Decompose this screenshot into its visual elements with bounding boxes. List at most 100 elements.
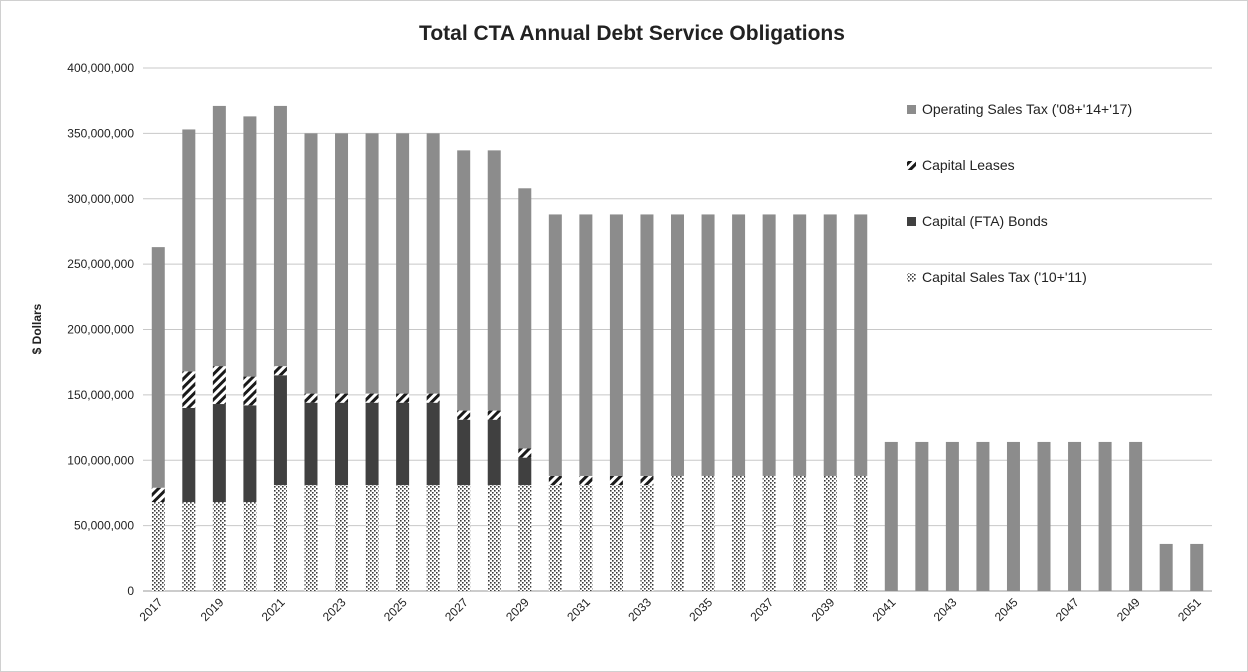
bar-segment [579,485,593,591]
bar-segment [1006,441,1020,591]
x-tick-label: 2027 [442,595,471,624]
bar-segment [487,419,501,486]
x-tick-label: 2019 [198,595,227,624]
x-tick-label: 2025 [381,595,410,624]
y-tick-label: 250,000,000 [67,257,134,271]
bar-segment [609,475,623,486]
bar-segment [304,133,318,394]
bar-segment [915,441,929,591]
bar-segment [701,475,715,591]
legend-label: Capital Sales Tax ('10+'11) [922,269,1087,285]
bar-segment [884,441,898,591]
bar-segment [609,214,623,476]
bar-segment [762,475,776,591]
bar-segment [365,485,379,591]
bar-segment [212,105,226,367]
bar-segment [243,502,257,591]
bar-segment [762,214,776,476]
y-tick-label: 350,000,000 [67,126,134,140]
x-tick-label: 2029 [503,595,532,624]
bar-segment [609,485,623,591]
x-tick-label: 2031 [564,595,593,624]
bar-segment [671,214,684,476]
y-tick-label: 300,000,000 [67,192,134,206]
bar-segment [854,475,868,591]
legend-swatch [907,105,916,114]
x-tick-label: 2041 [870,595,899,624]
bar-segment [212,502,226,591]
bar-segment [426,133,440,394]
bar-segment [365,393,379,403]
bar-segment [1159,543,1173,591]
bar-segment [426,485,440,591]
legend: Operating Sales Tax ('08+'14+'17) Capital… [907,101,1132,285]
bar-segment [396,485,410,591]
bar-segment [701,214,715,476]
x-tick-label: 2021 [259,595,288,624]
legend-label: Capital (FTA) Bonds [922,213,1048,229]
bar-segment [732,475,746,591]
bar-segment [487,485,501,591]
bar-segment [243,405,257,503]
bar-segment [518,485,532,591]
x-tick-label: 2045 [992,595,1021,624]
bar-segment [487,150,501,411]
legend-swatch [907,217,916,226]
x-tick-label: 2033 [625,595,654,624]
bar-segment [365,402,379,486]
x-tick-label: 2051 [1175,595,1204,624]
chart-title: Total CTA Annual Debt Service Obligation… [419,22,845,45]
bar-segment [396,402,410,486]
bar-segment [426,393,440,403]
bar-segment [548,214,562,476]
bar-segment [335,133,349,394]
bar-segment [304,402,318,486]
bar-segment [487,410,501,420]
bar-segment [396,393,410,403]
bar-segment [640,485,654,591]
legend-swatch [907,273,916,282]
x-tick-label: 2023 [320,595,349,624]
bar-segment [212,366,226,405]
bar-segment [854,214,868,476]
bar-segment [151,502,165,591]
bar-segment [732,214,746,476]
bar-segment [671,475,684,591]
bar-segment [335,402,349,486]
bar-segment [243,376,257,406]
y-tick-label: 400,000,000 [67,61,134,75]
bar-segment [548,475,562,486]
bar-segment [365,133,379,394]
bar-segment [273,485,287,591]
x-tick-label: 2017 [137,595,166,624]
x-tick-label: 2039 [809,595,838,624]
bar-segment [304,485,318,591]
bar-segment [182,407,196,503]
bar-segment [182,129,196,372]
y-tick-label: 150,000,000 [67,388,134,402]
bar-segment [151,247,165,488]
bar-segment [823,475,837,591]
bar-segment [1190,543,1204,591]
x-tick-label: 2047 [1053,595,1082,624]
legend-label: Capital Leases [922,157,1015,173]
x-tick-label: 2035 [686,595,715,624]
bar-segment [182,371,196,408]
y-tick-label: 100,000,000 [67,453,134,467]
bar-segment [243,116,257,377]
bar-segment [823,214,837,476]
bar-segment [579,475,593,486]
bar-segment [1098,441,1112,591]
bar-segment [548,485,562,591]
legend-swatch [907,161,916,170]
bar-segment [1068,441,1082,591]
bar-segment [945,441,959,591]
legend-label: Operating Sales Tax ('08+'14+'17) [922,101,1132,117]
bar-segment [793,214,807,476]
bars [151,105,1204,591]
bar-segment [396,133,410,394]
bar-segment [640,475,654,486]
bar-segment [518,457,532,486]
x-tick-label: 2037 [747,595,776,624]
